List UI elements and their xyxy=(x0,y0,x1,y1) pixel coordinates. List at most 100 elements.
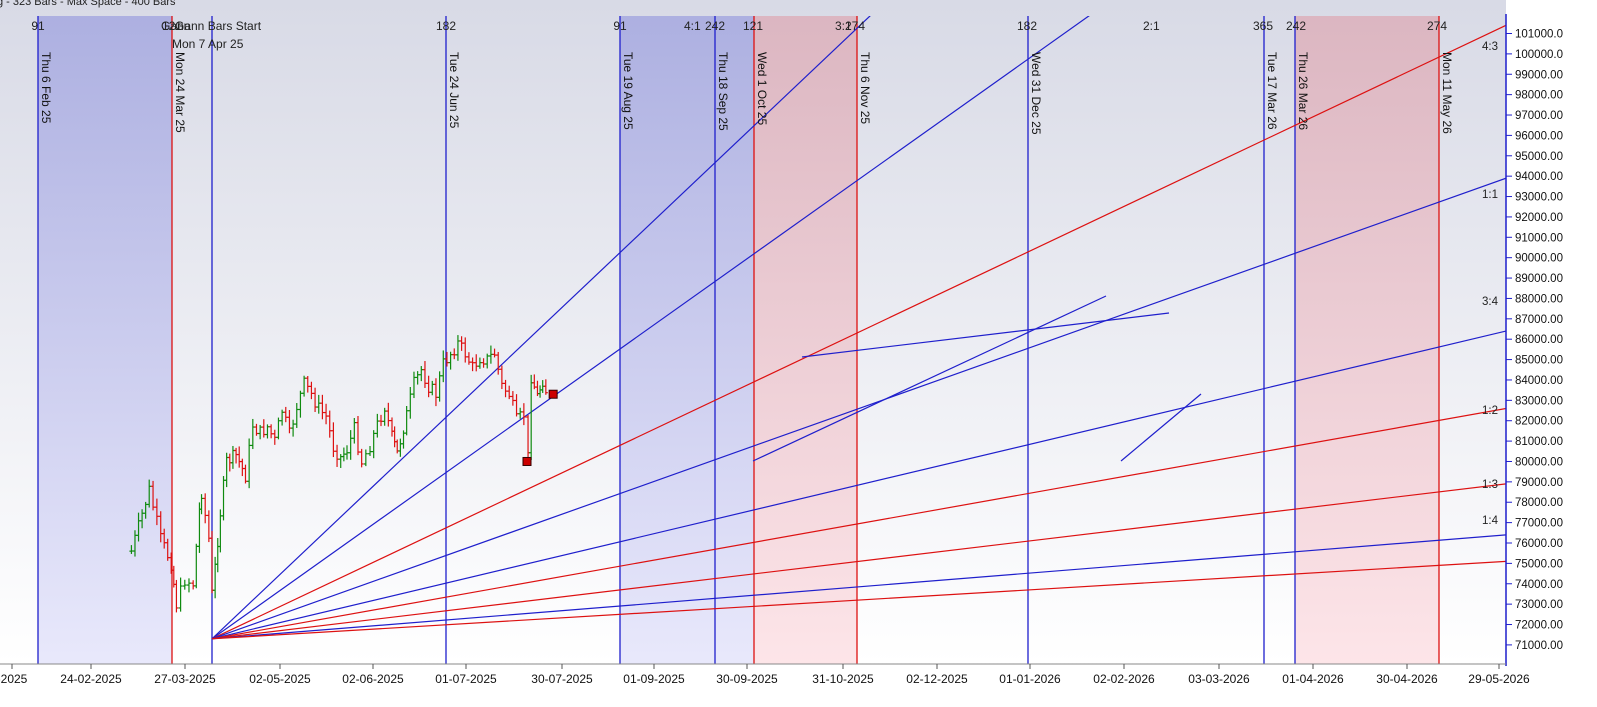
bar-count-5: 242 xyxy=(705,19,725,33)
x-tick-label: 01-07-2025 xyxy=(435,672,497,686)
time-line-date-1: Mon 24 Mar 25 xyxy=(173,52,187,133)
y-tick-label: 82000.00 xyxy=(1515,416,1563,428)
fan-ratio-1to4: 1:4 xyxy=(1482,515,1499,527)
fan-ratio-labels: 4:3 1:1 3:4 1:2 1:3 1:4 xyxy=(1482,41,1499,527)
y-tick-label: 85000.00 xyxy=(1515,355,1563,367)
overlap-label-0: Gann xyxy=(161,19,190,33)
price-bar xyxy=(543,379,548,395)
x-tick-label: 30-04-2026 xyxy=(1376,672,1438,686)
x-tick-label: 30-09-2025 xyxy=(716,672,778,686)
time-line-date-8: Wed 31 Dec 25 xyxy=(1029,52,1043,135)
fan-ratio-3to4: 3:4 xyxy=(1482,296,1499,308)
x-tick-label: -2025 xyxy=(0,672,28,686)
shaded-zone-1 xyxy=(620,16,754,664)
time-line-date-5: Thu 18 Sep 25 xyxy=(716,52,730,131)
y-tick-label: 78000.00 xyxy=(1515,497,1563,509)
y-tick-label: 99000.00 xyxy=(1515,69,1563,81)
pivot-markers xyxy=(522,389,558,466)
y-tick-label: 91000.00 xyxy=(1515,232,1563,244)
price-bar xyxy=(151,480,156,511)
fan-line-1to1 xyxy=(211,330,1506,640)
x-tick-label: 02-05-2025 xyxy=(249,672,311,686)
pivot-marker-0 xyxy=(522,456,532,466)
price-bar xyxy=(174,579,179,613)
trend-line-1 xyxy=(801,312,1170,358)
x-tick-label: 03-03-2026 xyxy=(1188,672,1250,686)
time-line-date-9: Tue 17 Mar 26 xyxy=(1265,52,1279,130)
y-tick-label: 89000.00 xyxy=(1515,273,1563,285)
shaded-zones xyxy=(38,16,1439,664)
fan-line-3to4 xyxy=(211,407,1506,640)
axis-background xyxy=(1506,0,1597,702)
bar-count-6: 121 xyxy=(743,19,763,33)
time-line-date-6: Wed 1 Oct 25 xyxy=(755,52,769,125)
trend-line-2 xyxy=(1120,393,1202,462)
y-tick-label: 76000.00 xyxy=(1515,538,1563,550)
price-bar xyxy=(186,578,191,593)
y-tick-label: 94000.00 xyxy=(1515,171,1563,183)
y-axis: 101000.0 100000.0 99000.00 98000.00 97000.00… xyxy=(1505,14,1563,666)
fan-line-3to1 xyxy=(211,16,1090,640)
bar-count-8: 182 xyxy=(1017,19,1037,33)
x-tick-label: 01-01-2026 xyxy=(999,672,1061,686)
y-tick-label: 77000.00 xyxy=(1515,518,1563,530)
fan-ratio-1to1: 1:1 xyxy=(1482,189,1498,201)
bar-count-3: 182 xyxy=(436,19,456,33)
bar-count-labels: 91 121 182 91 242 121 274 182 365 242 274 Gann 4:1 3:… xyxy=(31,19,1447,33)
gann-start-date: Mon 7 Apr 25 xyxy=(172,37,244,51)
y-tick-label: 101000.0 xyxy=(1515,29,1563,41)
x-tick-label: 31-10-2025 xyxy=(812,672,874,686)
chart-header: g - 323 Bars - Max Space - 400 Bars xyxy=(0,0,176,8)
overlap-label-2: 3:1 xyxy=(835,19,852,33)
y-tick-label: 92000.00 xyxy=(1515,212,1563,224)
overlap-label-1: 4:1 xyxy=(684,19,701,33)
bar-count-1: 121 xyxy=(162,19,182,33)
fan-ratio-1to2: 1:2 xyxy=(1482,405,1498,417)
shaded-zone-3 xyxy=(1295,16,1439,664)
y-tick-label: 71000.00 xyxy=(1515,640,1563,652)
y-tick-label: 84000.00 xyxy=(1515,375,1563,387)
y-tick-label: 98000.00 xyxy=(1515,90,1563,102)
bar-count-4: 91 xyxy=(613,19,627,33)
fan-line-4to1 xyxy=(211,16,871,640)
fan-line-1to3 xyxy=(211,534,1506,640)
price-bar xyxy=(147,479,152,508)
time-line-date-0: Thu 6 Feb 25 xyxy=(39,52,53,124)
y-tick-label: 81000.00 xyxy=(1515,436,1563,448)
trend-lines xyxy=(752,295,1202,462)
x-tick-label: 29-05-2026 xyxy=(1468,672,1530,686)
y-tick-label: 96000.00 xyxy=(1515,130,1563,142)
y-tick-label: 75000.00 xyxy=(1515,558,1563,570)
fan-line-4to3 xyxy=(211,177,1506,640)
price-bar xyxy=(154,498,159,526)
y-tick-label: 95000.00 xyxy=(1515,151,1563,163)
x-tick-label: 01-09-2025 xyxy=(623,672,685,686)
fan-line-1to2 xyxy=(211,483,1506,640)
time-line-date-10: Thu 26 Mar 26 xyxy=(1296,52,1310,130)
pivot-marker-1 xyxy=(548,389,558,399)
y-tick-label: 97000.00 xyxy=(1515,110,1563,122)
x-tick-label: 24-02-2025 xyxy=(60,672,122,686)
price-bar xyxy=(359,448,364,468)
fan-ratio-1to3: 1:3 xyxy=(1482,479,1498,491)
bar-count-9: 365 xyxy=(1253,19,1273,33)
shaded-zone-2 xyxy=(754,16,857,664)
price-bar xyxy=(363,449,368,467)
price-bars xyxy=(129,335,548,613)
y-tick-label: 74000.00 xyxy=(1515,579,1563,591)
time-line-date-7: Thu 6 Nov 25 xyxy=(858,52,872,124)
price-bar xyxy=(182,579,187,590)
bar-count-7: 274 xyxy=(845,19,865,33)
gann-fan xyxy=(211,16,1506,640)
time-line-date-4: Tue 19 Aug 25 xyxy=(621,52,635,130)
x-tick-label: 02-12-2025 xyxy=(906,672,968,686)
x-axis-background xyxy=(0,664,1506,702)
time-line-date-11: Mon 11 May 26 xyxy=(1440,52,1454,134)
bar-count-11: 274 xyxy=(1427,19,1447,33)
x-axis: -2025 24-02-2025 27-03-2025 02-05-2025 02-06… xyxy=(0,663,1530,686)
fan-line-1to4 xyxy=(211,560,1506,640)
overlap-label-3: 2:1 xyxy=(1143,19,1160,33)
y-tick-label: 88000.00 xyxy=(1515,293,1563,305)
